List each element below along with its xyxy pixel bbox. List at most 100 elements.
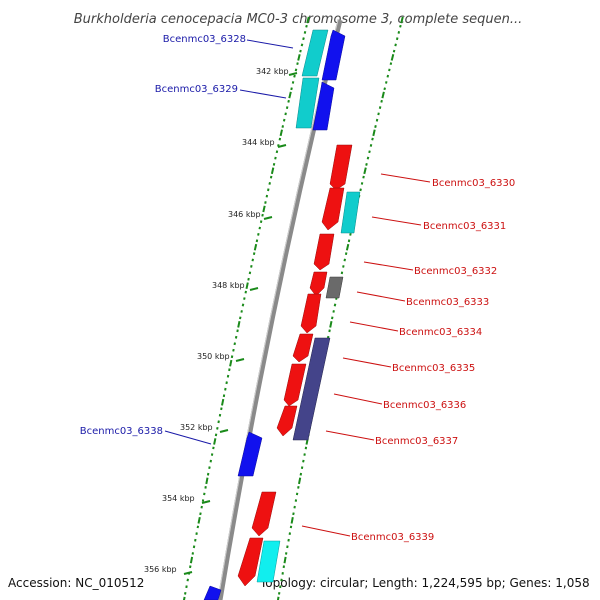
connector-line [246, 39, 294, 49]
gc-tick-outer [343, 258, 346, 262]
gc-tick-inner [199, 512, 202, 516]
gc-tick-outer [363, 167, 367, 175]
gene-feature[interactable] [325, 276, 344, 299]
gc-tick-outer [342, 265, 345, 268]
gc-tick-outer [340, 271, 344, 275]
gene-label-6328[interactable]: Bcenmc03_6328 [163, 34, 246, 45]
gc-tick-inner [229, 359, 233, 367]
gc-tick-inner [250, 264, 253, 268]
gc-tick-inner [291, 81, 295, 84]
gc-tick-inner [269, 175, 273, 179]
scale-ticks [183, 72, 298, 575]
gene-label-6334[interactable]: Bcenmc03_6334 [399, 327, 482, 338]
connector-line [380, 173, 431, 183]
gene-feature-arrow[interactable] [203, 585, 222, 600]
gc-tick-inner [290, 87, 293, 91]
gene-label-6336[interactable]: Bcenmc03_6336 [383, 400, 466, 411]
gc-tick-outer [399, 24, 402, 28]
gene-feature-arrow[interactable] [313, 233, 335, 271]
connector-line [356, 291, 406, 302]
gc-tick-inner [196, 525, 200, 529]
gene-feature[interactable] [256, 540, 281, 583]
gc-tick-inner [303, 31, 307, 34]
gene-feature[interactable] [340, 191, 361, 234]
connector-line [325, 430, 375, 441]
gene-label-6333[interactable]: Bcenmc03_6333 [406, 297, 489, 308]
gc-tick-outer [385, 81, 388, 84]
gc-tick-outer [359, 188, 362, 192]
gene-feature[interactable] [292, 337, 331, 441]
gene-feature[interactable] [301, 29, 329, 77]
gene-feature-arrow[interactable] [276, 405, 298, 437]
gc-tick-outer [368, 150, 371, 154]
gc-tick-outer [394, 43, 397, 47]
gc-tick-inner [247, 277, 250, 281]
gc-tick-inner [244, 290, 247, 294]
gc-tick-inner [186, 578, 189, 582]
gc-tick-inner [213, 438, 217, 445]
accession-text: Accession: NC_010512 [8, 576, 144, 590]
gc-tick-outer [366, 156, 370, 160]
gc-tick-outer [329, 320, 333, 328]
gene-feature-arrow[interactable] [329, 144, 353, 191]
gene-feature[interactable] [295, 77, 320, 129]
gene-label-6338[interactable]: Bcenmc03_6338 [80, 426, 163, 437]
gc-tick-inner [270, 167, 275, 175]
gene-label-6337[interactable]: Bcenmc03_6337 [375, 436, 458, 447]
gc-tick-outer [283, 556, 287, 564]
gene-feature-arrow[interactable] [237, 537, 264, 587]
gene-feature-arrow[interactable] [300, 293, 322, 334]
gc-tick-inner [300, 43, 304, 47]
gc-tick-inner [264, 201, 267, 204]
gc-tick-outer [395, 37, 399, 41]
gene-feature-arrow[interactable] [237, 431, 263, 477]
gene-feature-arrow[interactable] [321, 187, 345, 231]
gc-tick-inner [274, 156, 277, 160]
gc-tick-inner [262, 205, 266, 213]
gc-tick-outer [375, 118, 379, 122]
gc-tick-inner [206, 472, 210, 476]
gc-tick-inner [302, 37, 305, 41]
gc-tick-outer [400, 16, 404, 24]
gc-tick-inner [268, 182, 271, 185]
gc-tick-outer [299, 472, 303, 476]
gc-tick-inner [225, 381, 228, 385]
gc-tick-inner [245, 282, 249, 290]
gc-tick-inner [299, 49, 302, 53]
gene-label-6329[interactable]: Bcenmc03_6329 [155, 84, 238, 95]
gene-label-6331[interactable]: Bcenmc03_6331 [423, 221, 506, 232]
gene-feature-arrow[interactable] [292, 333, 314, 363]
gc-tick-inner [216, 426, 219, 430]
gc-tick-outer [369, 144, 373, 147]
gc-tick-inner [239, 316, 242, 320]
connector-line [301, 525, 351, 537]
gc-tick-outer [349, 232, 352, 236]
gc-tick-outer [381, 91, 385, 99]
kbp-label-342: 342 kbp [256, 67, 289, 76]
gene-feature-arrow[interactable] [283, 363, 307, 407]
gene-feature-arrow[interactable] [312, 81, 335, 131]
gc-tick-inner [257, 232, 260, 236]
gc-tick-inner [237, 320, 241, 328]
connector-line [164, 430, 212, 445]
gc-tick-inner [279, 129, 283, 137]
gene-label-6335[interactable]: Bcenmc03_6335 [392, 363, 475, 374]
gc-tick-outer [374, 125, 377, 128]
gene-feature-arrow[interactable] [309, 271, 328, 297]
gc-tick-inner [214, 433, 218, 437]
gc-tick-inner [282, 118, 286, 122]
gc-tick-outer [331, 316, 334, 320]
gc-tick-inner [305, 24, 308, 28]
gc-content-track [182, 16, 404, 600]
gene-label-6339[interactable]: Bcenmc03_6339 [351, 532, 434, 543]
gc-tick-inner [267, 188, 270, 192]
gene-label-6330[interactable]: Bcenmc03_6330 [432, 178, 515, 189]
gene-feature-arrow[interactable] [321, 29, 346, 81]
gc-tick-inner [284, 112, 287, 116]
gene-feature-arrow[interactable] [251, 491, 277, 537]
gc-tick-inner [258, 226, 261, 230]
gc-tick-outer [378, 106, 382, 110]
gene-label-6332[interactable]: Bcenmc03_6332 [414, 266, 497, 277]
gc-tick-inner [259, 220, 263, 224]
